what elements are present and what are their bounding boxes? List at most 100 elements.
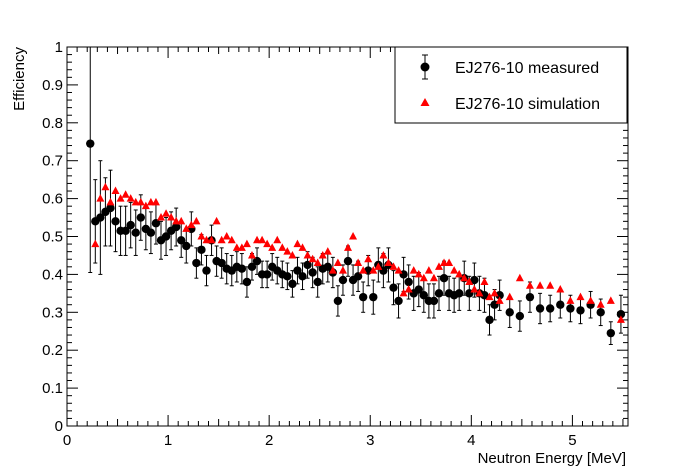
simulation-marker	[344, 243, 353, 251]
measured-point	[126, 201, 135, 249]
simulation-marker	[162, 209, 171, 217]
simulation-marker	[298, 243, 307, 251]
simulation-marker	[369, 266, 378, 274]
simulation-marker	[414, 269, 423, 278]
simulation-marker	[440, 258, 449, 267]
simulation-marker	[399, 288, 408, 297]
measured-point	[192, 247, 201, 279]
x-tick-label: 5	[568, 432, 576, 449]
measured-marker	[217, 258, 226, 268]
simulation-marker	[237, 243, 246, 251]
simulation-marker	[536, 281, 545, 289]
measured-marker	[616, 309, 626, 319]
x-axis-ticks: 0 1 2 3 4 5	[63, 47, 624, 449]
measured-marker	[313, 277, 322, 287]
simulation-marker	[121, 190, 130, 198]
measured-point	[606, 321, 616, 346]
y-tick-label: 0.1	[42, 380, 63, 397]
measured-marker	[358, 292, 368, 302]
y-tick-label: 0	[55, 418, 63, 435]
simulation-marker	[232, 243, 241, 251]
measured-point	[369, 279, 378, 315]
simulation-marker	[263, 239, 272, 248]
measured-marker	[171, 222, 181, 232]
legend-label-simulation: EJ276-10 simulation	[455, 96, 600, 113]
measured-marker	[283, 272, 292, 281]
simulation-marker	[465, 277, 474, 285]
simulation-marker	[374, 262, 383, 270]
legend-marker-simulation	[420, 98, 430, 106]
measured-point	[353, 260, 363, 292]
simulation-marker	[288, 250, 297, 259]
measured-point	[444, 275, 454, 311]
simulation-marker	[445, 258, 454, 267]
simulation-marker	[419, 273, 428, 282]
measured-marker	[298, 272, 307, 281]
simulation-marker	[318, 250, 327, 259]
measured-point	[313, 266, 322, 298]
measured-marker	[535, 304, 545, 313]
simulation-marker	[187, 220, 196, 229]
measured-point	[217, 247, 226, 279]
measured-point	[283, 262, 292, 291]
simulation-marker	[475, 288, 484, 297]
measured-marker	[485, 315, 494, 325]
simulation-marker	[136, 197, 145, 206]
measured-marker	[182, 241, 191, 251]
simulation-marker	[283, 247, 292, 255]
simulation-marker	[126, 194, 135, 202]
measured-marker	[470, 275, 479, 285]
measured-marker	[86, 139, 95, 148]
y-tick-label: 0.8	[42, 115, 63, 132]
measured-point	[505, 296, 514, 328]
simulation-marker	[333, 258, 342, 267]
measured-marker	[121, 226, 130, 236]
simulation-marker	[576, 292, 585, 301]
measured-point	[616, 294, 626, 334]
measured-marker	[495, 291, 504, 300]
measured-marker	[566, 304, 575, 313]
measured-marker	[404, 277, 413, 287]
simulation-marker	[207, 235, 216, 244]
simulation-marker	[308, 254, 317, 263]
measured-marker	[525, 292, 535, 302]
simulation-marker	[485, 292, 494, 301]
series-simulation	[91, 182, 625, 323]
simulation-marker	[192, 216, 201, 225]
measured-point	[389, 270, 398, 306]
simulation-marker	[202, 235, 211, 244]
simulation-marker	[586, 296, 595, 304]
simulation-marker	[338, 266, 347, 274]
x-tick-label: 1	[164, 432, 172, 449]
measured-marker	[146, 228, 156, 237]
simulation-marker	[480, 277, 489, 285]
legend: EJ276-10 measured EJ276-10 simulation	[394, 46, 628, 124]
x-tick-label: 4	[467, 432, 475, 449]
measured-marker	[343, 256, 353, 266]
simulation-marker	[151, 197, 160, 206]
simulation-marker	[394, 266, 403, 274]
simulation-marker	[227, 235, 236, 244]
measured-point	[86, 47, 95, 274]
measured-point	[146, 211, 156, 255]
simulation-marker	[116, 194, 125, 202]
simulation-marker	[96, 194, 105, 202]
simulation-marker	[379, 250, 388, 259]
measured-marker	[596, 308, 605, 317]
measured-point	[96, 160, 105, 275]
measured-point	[358, 281, 368, 313]
measured-point	[171, 207, 181, 247]
measured-point	[404, 264, 413, 300]
measured-marker	[434, 289, 444, 298]
measured-marker	[419, 291, 429, 300]
simulation-marker	[566, 296, 575, 304]
measured-marker	[353, 272, 363, 281]
simulation-marker	[359, 266, 368, 274]
measured-marker	[606, 328, 616, 338]
measured-point	[131, 209, 140, 256]
simulation-marker	[323, 247, 332, 255]
simulation-marker	[616, 315, 625, 323]
measured-point	[535, 292, 545, 325]
measured-marker	[288, 279, 297, 289]
